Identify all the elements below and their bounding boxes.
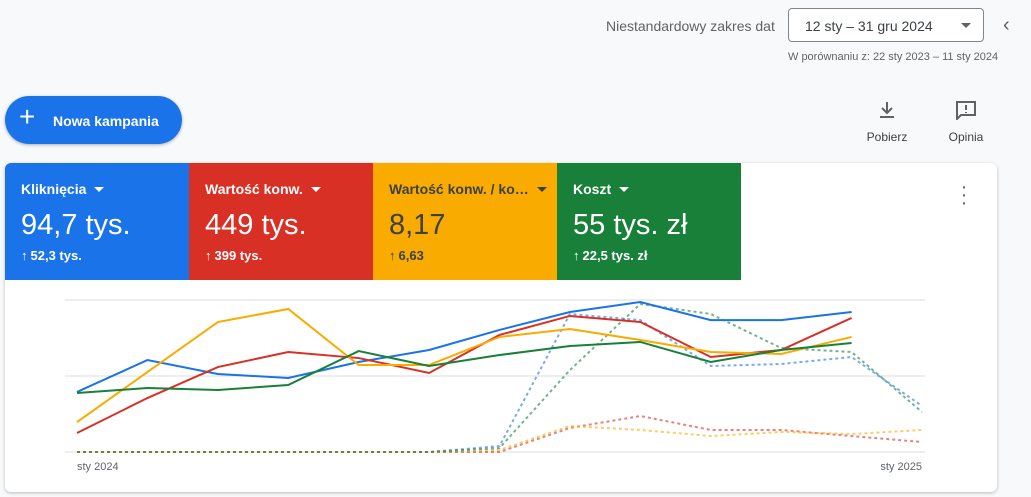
- feedback-button[interactable]: Opinia: [941, 100, 991, 144]
- download-label: Pobierz: [866, 130, 908, 144]
- range-label: Niestandardowy zakres dat: [606, 18, 775, 34]
- metric-change: 399 tys.: [205, 248, 373, 263]
- metric-change: 52,3 tys.: [21, 248, 189, 263]
- download-icon: [880, 102, 894, 118]
- metric-tile[interactable]: Wartość konw. / ko… 8,17 6,63: [373, 163, 557, 280]
- new-campaign-label: Nowa kampania: [53, 113, 159, 129]
- metric-name: Koszt: [573, 181, 741, 197]
- metric-change: 22,5 tys. zł: [573, 248, 741, 263]
- dropdown-arrow: [961, 23, 971, 33]
- more-menu[interactable]: · · ·: [960, 176, 968, 214]
- new-campaign-button[interactable]: + Nowa kampania: [5, 96, 182, 144]
- metric-name: Wartość konw.: [205, 181, 373, 197]
- metric-total: 8,17: [389, 209, 446, 241]
- metric-tile[interactable]: Kliknięcia 94,7 tys. 52,3 tys.: [5, 163, 189, 280]
- feedback-icon: [956, 101, 976, 122]
- metric-tile[interactable]: Wartość konw. 449 tys. 399 tys.: [189, 163, 373, 280]
- metric-total: 94,7 tys.: [21, 209, 131, 241]
- plus-icon: +: [19, 101, 36, 132]
- feedback-label: Opinia: [948, 130, 984, 144]
- compare-range: W porównaniu z: 22 sty 2023 – 11 sty 202…: [788, 51, 999, 63]
- metric-name: Kliknięcia: [21, 181, 189, 197]
- collapse-button[interactable]: ‹: [1003, 14, 1010, 36]
- metric-total: 55 tys. zł: [573, 209, 688, 241]
- metric-total: 449 tys.: [205, 209, 307, 241]
- range-value: 12 sty – 31 gru 2024: [805, 18, 933, 34]
- metric-change: 6,63: [389, 248, 557, 263]
- metric-name: Wartość konw. / ko…: [389, 181, 557, 197]
- metric-tile[interactable]: Koszt 55 tys. zł 22,5 tys. zł: [557, 163, 741, 280]
- range-picker[interactable]: 12 sty – 31 gru 2024: [788, 8, 984, 42]
- download-button[interactable]: Pobierz: [862, 100, 912, 144]
